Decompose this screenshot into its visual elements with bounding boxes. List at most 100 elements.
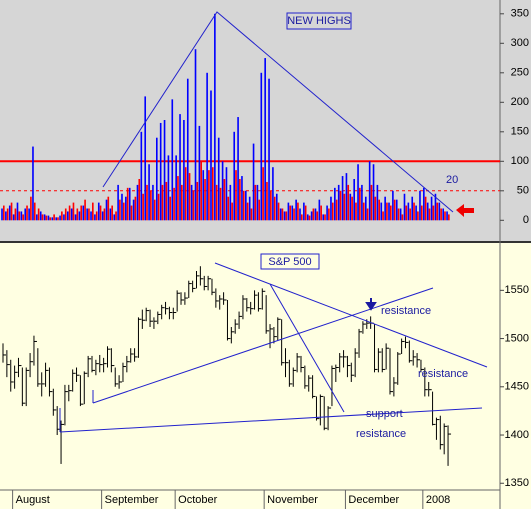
- bar: [245, 190, 247, 221]
- bar: [303, 202, 305, 221]
- bar: [426, 202, 429, 221]
- bar: [386, 202, 388, 221]
- bar: [341, 176, 344, 221]
- bar: [53, 214, 55, 221]
- chart-title: S&P 500: [268, 256, 311, 268]
- bar: [136, 184, 139, 221]
- bar: [353, 179, 355, 221]
- bar: [184, 167, 187, 221]
- bar: [105, 199, 108, 221]
- annotation: 20: [446, 174, 458, 186]
- bar: [198, 125, 201, 221]
- bar: [229, 184, 232, 221]
- bar: [322, 214, 325, 221]
- bar: [378, 199, 381, 221]
- bar: [99, 205, 102, 221]
- x-tick-label: 2008: [426, 494, 450, 506]
- bar: [260, 72, 263, 221]
- x-tick-label: October: [178, 494, 217, 506]
- bar: [324, 214, 326, 221]
- bar: [384, 196, 386, 221]
- bar: [221, 161, 224, 221]
- annotation: resistance: [418, 368, 468, 380]
- bar: [430, 196, 433, 221]
- bar: [117, 184, 119, 221]
- bar: [181, 184, 183, 221]
- y-tick-label: 0: [523, 214, 529, 226]
- bar: [156, 137, 158, 221]
- bar: [173, 187, 175, 221]
- bar: [262, 167, 264, 221]
- bar: [376, 184, 379, 221]
- bar: [22, 214, 24, 221]
- bar: [10, 202, 13, 221]
- bar: [395, 199, 398, 221]
- bar: [382, 211, 384, 221]
- bar: [36, 214, 38, 221]
- bar: [281, 208, 284, 221]
- bar: [328, 208, 330, 221]
- bar: [366, 208, 369, 221]
- bar: [370, 184, 373, 221]
- bar: [26, 205, 28, 221]
- bar: [401, 214, 404, 221]
- y-tick-label: 1450: [505, 381, 529, 393]
- bar: [293, 208, 295, 221]
- bar: [125, 196, 127, 221]
- trendline: [214, 262, 488, 368]
- bar: [415, 205, 417, 221]
- bar: [150, 190, 152, 221]
- annotation: resistance: [356, 428, 406, 440]
- bar: [130, 205, 133, 221]
- bar: [413, 202, 415, 221]
- bar: [306, 214, 309, 221]
- y-tick-label: 1400: [505, 429, 529, 441]
- bar: [409, 208, 411, 221]
- bar: [388, 202, 390, 221]
- bar: [227, 196, 230, 221]
- bar: [428, 208, 431, 221]
- y-tick-label: 250: [511, 67, 529, 79]
- bar: [138, 179, 141, 221]
- bar: [411, 196, 414, 221]
- bar: [169, 196, 172, 221]
- bar: [223, 179, 226, 221]
- annotation: resistance: [381, 305, 431, 317]
- bar: [355, 202, 357, 221]
- bar: [300, 214, 303, 221]
- bar: [95, 211, 98, 221]
- bar: [43, 214, 46, 221]
- bar: [214, 13, 216, 221]
- bar: [446, 211, 448, 221]
- bar: [362, 202, 365, 221]
- bar: [248, 196, 251, 221]
- x-tick-label: November: [267, 494, 318, 506]
- bar: [239, 179, 241, 221]
- bar: [318, 199, 321, 221]
- down-arrow: [365, 298, 377, 311]
- y-tick-label: 300: [511, 37, 529, 49]
- bar: [200, 161, 202, 221]
- y-tick-label: 1500: [505, 332, 529, 344]
- bar: [289, 205, 291, 221]
- bar: [225, 167, 228, 221]
- bar: [330, 196, 332, 221]
- bar: [217, 137, 220, 221]
- bar: [256, 184, 259, 221]
- bar: [188, 173, 191, 221]
- bar: [196, 181, 199, 221]
- bar: [335, 199, 338, 221]
- bar: [86, 208, 88, 221]
- bar: [14, 208, 17, 221]
- bar: [190, 184, 193, 221]
- bar: [374, 196, 377, 221]
- bar: [405, 205, 408, 221]
- bar: [66, 211, 69, 221]
- bar: [111, 205, 113, 221]
- bar: [448, 214, 450, 221]
- bar: [20, 211, 23, 221]
- bar: [157, 193, 160, 221]
- bar: [308, 215, 311, 221]
- bar: [163, 120, 166, 221]
